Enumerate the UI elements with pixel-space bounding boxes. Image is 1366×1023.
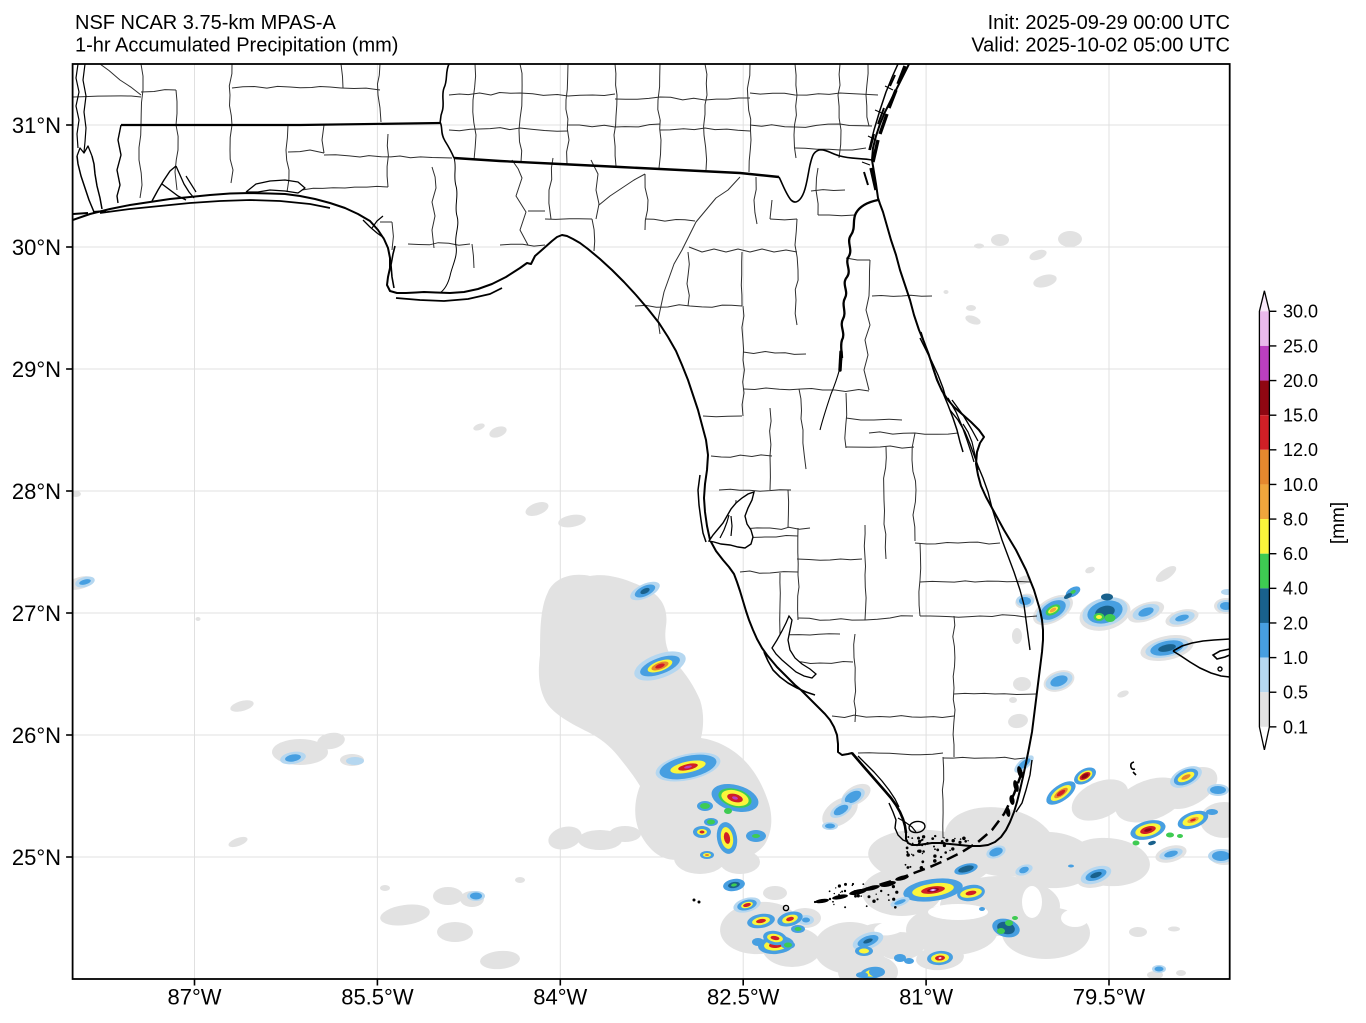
svg-text:87°W: 87°W — [167, 985, 221, 1010]
svg-text:4.0: 4.0 — [1283, 579, 1308, 599]
svg-text:31°N: 31°N — [12, 113, 61, 138]
svg-text:25°N: 25°N — [12, 845, 61, 870]
svg-text:10.0: 10.0 — [1283, 475, 1318, 495]
svg-text:25.0: 25.0 — [1283, 336, 1318, 356]
svg-text:0.1: 0.1 — [1283, 717, 1308, 737]
svg-text:27°N: 27°N — [12, 601, 61, 626]
svg-text:20.0: 20.0 — [1283, 371, 1318, 391]
svg-text:79.5°W: 79.5°W — [1073, 985, 1146, 1010]
svg-text:1.0: 1.0 — [1283, 648, 1308, 668]
svg-text:28°N: 28°N — [12, 479, 61, 504]
svg-text:1-hr Accumulated Precipitation: 1-hr Accumulated Precipitation (mm) — [75, 35, 398, 57]
svg-text:81°W: 81°W — [899, 985, 953, 1010]
svg-text:15.0: 15.0 — [1283, 406, 1318, 426]
svg-text:Init: 2025-09-29 00:00 UTC: Init: 2025-09-29 00:00 UTC — [988, 12, 1230, 34]
svg-text:30°N: 30°N — [12, 235, 61, 260]
svg-text:0.5: 0.5 — [1283, 683, 1308, 703]
svg-text:26°N: 26°N — [12, 723, 61, 748]
svg-text:29°N: 29°N — [12, 357, 61, 382]
svg-text:85.5°W: 85.5°W — [341, 985, 414, 1010]
svg-text:NSF NCAR 3.75-km MPAS-A: NSF NCAR 3.75-km MPAS-A — [75, 12, 336, 34]
svg-text:[mm]: [mm] — [1328, 502, 1349, 544]
svg-text:82.5°W: 82.5°W — [707, 985, 780, 1010]
svg-text:12.0: 12.0 — [1283, 440, 1318, 460]
svg-text:8.0: 8.0 — [1283, 509, 1308, 529]
svg-text:2.0: 2.0 — [1283, 613, 1308, 633]
svg-text:84°W: 84°W — [533, 985, 587, 1010]
svg-text:Valid: 2025-10-02 05:00 UTC: Valid: 2025-10-02 05:00 UTC — [971, 35, 1230, 57]
svg-text:6.0: 6.0 — [1283, 544, 1308, 564]
svg-text:30.0: 30.0 — [1283, 302, 1318, 322]
